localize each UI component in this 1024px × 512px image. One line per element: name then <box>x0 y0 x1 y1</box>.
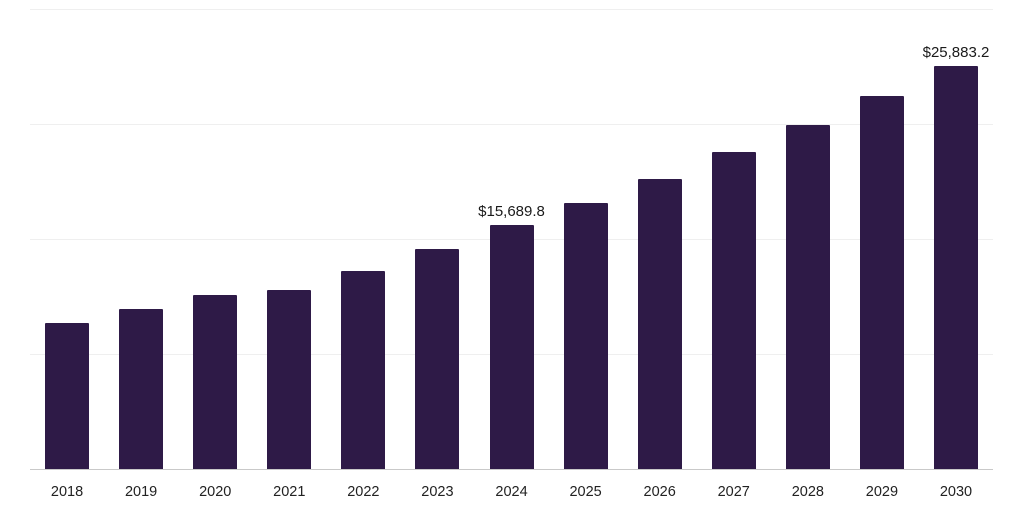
gridline <box>30 124 993 125</box>
bar-column <box>845 10 919 470</box>
bar <box>563 203 608 470</box>
bar-column <box>104 10 178 470</box>
bar-column <box>623 10 697 470</box>
bar <box>45 323 90 470</box>
bar <box>933 66 978 470</box>
x-axis-tick-label: 2030 <box>939 484 973 500</box>
bar <box>785 125 830 470</box>
x-axis-line <box>30 469 993 470</box>
bar-column <box>30 10 104 470</box>
bar <box>859 95 904 470</box>
bar-column <box>400 10 474 470</box>
x-axis-tick-label: 2029 <box>865 484 899 500</box>
bar-column <box>697 10 771 470</box>
bar-value-label: $15,689.8 <box>478 203 545 221</box>
bar <box>489 225 534 470</box>
bar <box>711 151 756 470</box>
bar-column: $15,689.8 <box>474 10 548 470</box>
bar-value-label: $25,883.2 <box>922 44 990 62</box>
plot-area: $15,689.8 $25,883.2 <box>30 9 993 470</box>
bar-column <box>326 10 400 470</box>
bar <box>341 271 386 470</box>
bar-column <box>771 10 845 470</box>
gridline <box>30 9 993 10</box>
bar <box>637 179 682 470</box>
x-axis-tick-label: 2022 <box>347 484 380 500</box>
x-axis-tick-label: 2025 <box>569 484 602 500</box>
bar <box>119 308 164 470</box>
bar <box>267 289 312 470</box>
x-axis-tick-label: 2021 <box>273 484 306 500</box>
bar-column <box>178 10 252 470</box>
x-axis-tick-label: 2018 <box>50 484 84 500</box>
x-axis-tick-label: 2027 <box>717 484 750 500</box>
bar-column <box>252 10 326 470</box>
bar-columns: $15,689.8 $25,883.2 <box>30 10 993 470</box>
x-axis-tick-label: 2026 <box>643 484 676 500</box>
bar <box>415 249 460 470</box>
bar <box>193 295 238 470</box>
x-axis-tick-label: 2020 <box>199 484 232 500</box>
x-axis-tick-label: 2019 <box>124 484 158 500</box>
x-axis-tick-labels: 2018 2019 2020 2021 2022 2023 2024 2025 2026 2027… <box>30 470 993 512</box>
bar-column: $25,883.2 <box>919 10 993 470</box>
x-axis-tick-label: 2028 <box>791 484 824 500</box>
bar-column <box>549 10 623 470</box>
x-axis-tick-label: 2024 <box>495 484 528 500</box>
x-axis-tick-label: 2023 <box>421 484 454 500</box>
